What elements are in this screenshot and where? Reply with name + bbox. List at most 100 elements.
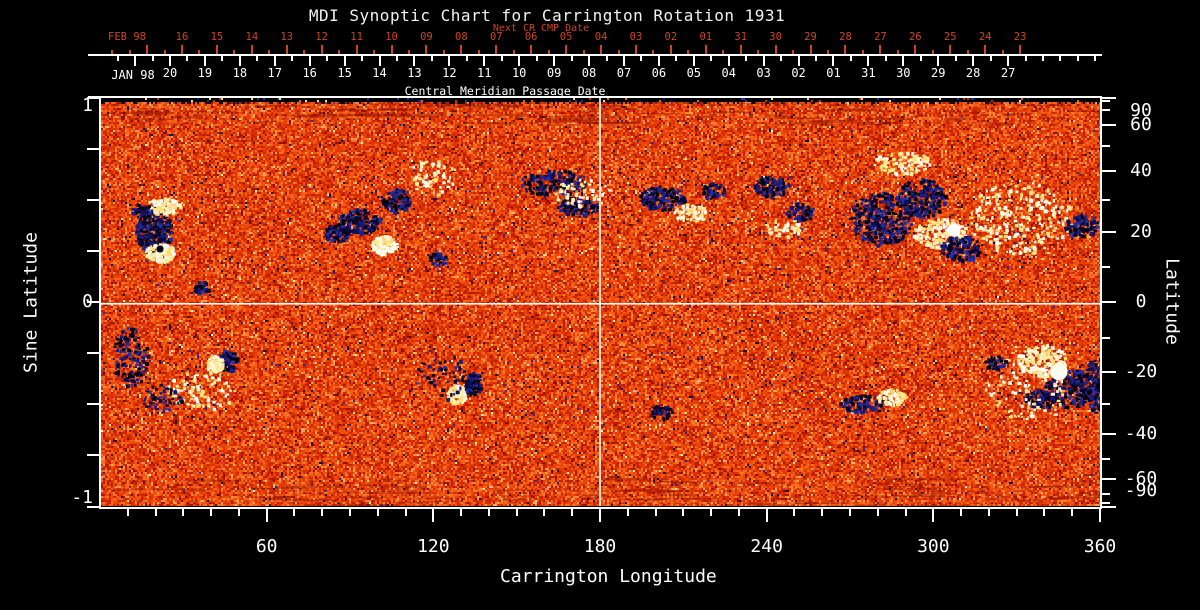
red-major-tick [704, 45, 707, 55]
white-minor-tick [710, 56, 713, 61]
left-tick [87, 199, 99, 202]
white-day-label: 31 [861, 66, 876, 80]
white-major-tick [448, 56, 451, 66]
white-minor-tick [570, 56, 573, 61]
right-axis-title: Latitude [1161, 258, 1183, 345]
right-major-tick [1102, 505, 1116, 508]
white-major-tick [518, 56, 521, 66]
white-day-label: 08 [581, 66, 597, 80]
red-major-tick [355, 45, 358, 55]
white-minor-tick [361, 56, 364, 61]
white-major-tick [308, 56, 311, 66]
white-major-tick [169, 56, 171, 66]
red-minor-tick [792, 50, 795, 55]
bottom-minor-tick [154, 509, 157, 516]
white-day-label: 13 [407, 66, 422, 80]
right-major-tick [1102, 97, 1116, 100]
white-day-label: 17 [267, 66, 282, 80]
red-minor-tick [233, 50, 236, 55]
white-major-tick [378, 56, 381, 66]
red-minor-tick [617, 50, 620, 55]
white-day-label: 19 [197, 66, 213, 80]
bottom-minor-tick [904, 509, 907, 516]
right-major-tick [1102, 231, 1116, 234]
red-day-label: 04 [594, 31, 608, 43]
left-tick [87, 250, 99, 253]
bottom-minor-tick [487, 509, 490, 516]
white-major-tick [203, 56, 206, 66]
white-day-label: 09 [546, 66, 562, 80]
red-major-tick [600, 45, 603, 55]
red-minor-tick [722, 50, 725, 55]
white-minor-tick [500, 56, 503, 61]
left-tick [87, 301, 99, 304]
left-tick [87, 505, 99, 508]
right-minor-tick [1102, 100, 1110, 103]
white-day-label: 30 [896, 66, 911, 80]
bottom-minor-tick [349, 509, 351, 516]
bottom-minor-tick [987, 509, 990, 516]
red-day-label: 15 [210, 31, 224, 43]
right-minor-tick [1102, 336, 1110, 339]
white-minor-tick [745, 56, 748, 61]
red-day-label: 06 [524, 31, 538, 43]
bottom-tick-label: 300 [917, 536, 950, 557]
white-major-tick [692, 56, 695, 66]
white-minor-tick [186, 56, 189, 61]
red-major-tick [146, 45, 148, 55]
red-day-label: 03 [629, 31, 643, 43]
white-minor-tick [1076, 56, 1079, 61]
white-minor-tick [780, 56, 783, 61]
red-day-label: 16 [175, 31, 189, 43]
left-tick [87, 454, 99, 457]
red-day-label: 26 [908, 31, 922, 43]
white-major-tick [832, 56, 835, 66]
right-tick-label: -60 [1124, 468, 1158, 490]
bottom-major-tick [1099, 509, 1101, 522]
bottom-minor-tick [1015, 509, 1018, 516]
white-day-label: 03 [756, 66, 771, 80]
white-major-tick [762, 56, 765, 66]
right-major-tick [1102, 432, 1116, 435]
white-minor-tick [395, 56, 398, 61]
white-day-label: 10 [511, 66, 527, 80]
white-major-tick [273, 56, 276, 66]
bottom-axis-title: Carrington Longitude [500, 566, 717, 587]
white-minor-tick [919, 56, 922, 61]
right-minor-tick [1102, 265, 1110, 268]
white-major-tick [553, 56, 556, 66]
bottom-major-tick [765, 509, 768, 522]
white-major-tick [343, 56, 346, 66]
bottom-minor-tick [737, 509, 740, 516]
white-day-label: 05 [686, 66, 702, 80]
white-major-tick [867, 56, 870, 66]
red-major-tick [460, 45, 463, 55]
red-minor-tick [338, 50, 341, 55]
white-minor-tick [849, 56, 852, 61]
red-day-label: 31 [734, 31, 748, 43]
red-minor-tick [1001, 50, 1004, 55]
right-tick-label: -20 [1124, 361, 1158, 383]
bottom-tick-label: 180 [583, 536, 617, 557]
red-major-tick [530, 45, 533, 55]
white-day-label: 20 [162, 66, 178, 80]
white-day-label: 12 [442, 66, 457, 80]
red-major-tick [914, 45, 917, 55]
red-major-tick [565, 45, 568, 55]
white-major-tick [972, 56, 975, 66]
left-tick [87, 352, 99, 355]
right-tick-label: 90 [1130, 100, 1152, 121]
right-major-tick [1102, 371, 1116, 374]
right-tick-label: -40 [1124, 422, 1158, 444]
red-day-label: 01 [699, 31, 713, 43]
red-major-tick [285, 45, 288, 55]
red-day-label: 07 [489, 31, 503, 43]
bottom-minor-tick [960, 509, 963, 516]
red-minor-tick [442, 50, 445, 55]
white-minor-tick [1059, 56, 1062, 61]
white-minor-tick [884, 56, 887, 61]
bottom-major-tick [932, 509, 935, 522]
red-day-label: 12 [315, 31, 328, 43]
bottom-minor-tick [1043, 509, 1046, 516]
